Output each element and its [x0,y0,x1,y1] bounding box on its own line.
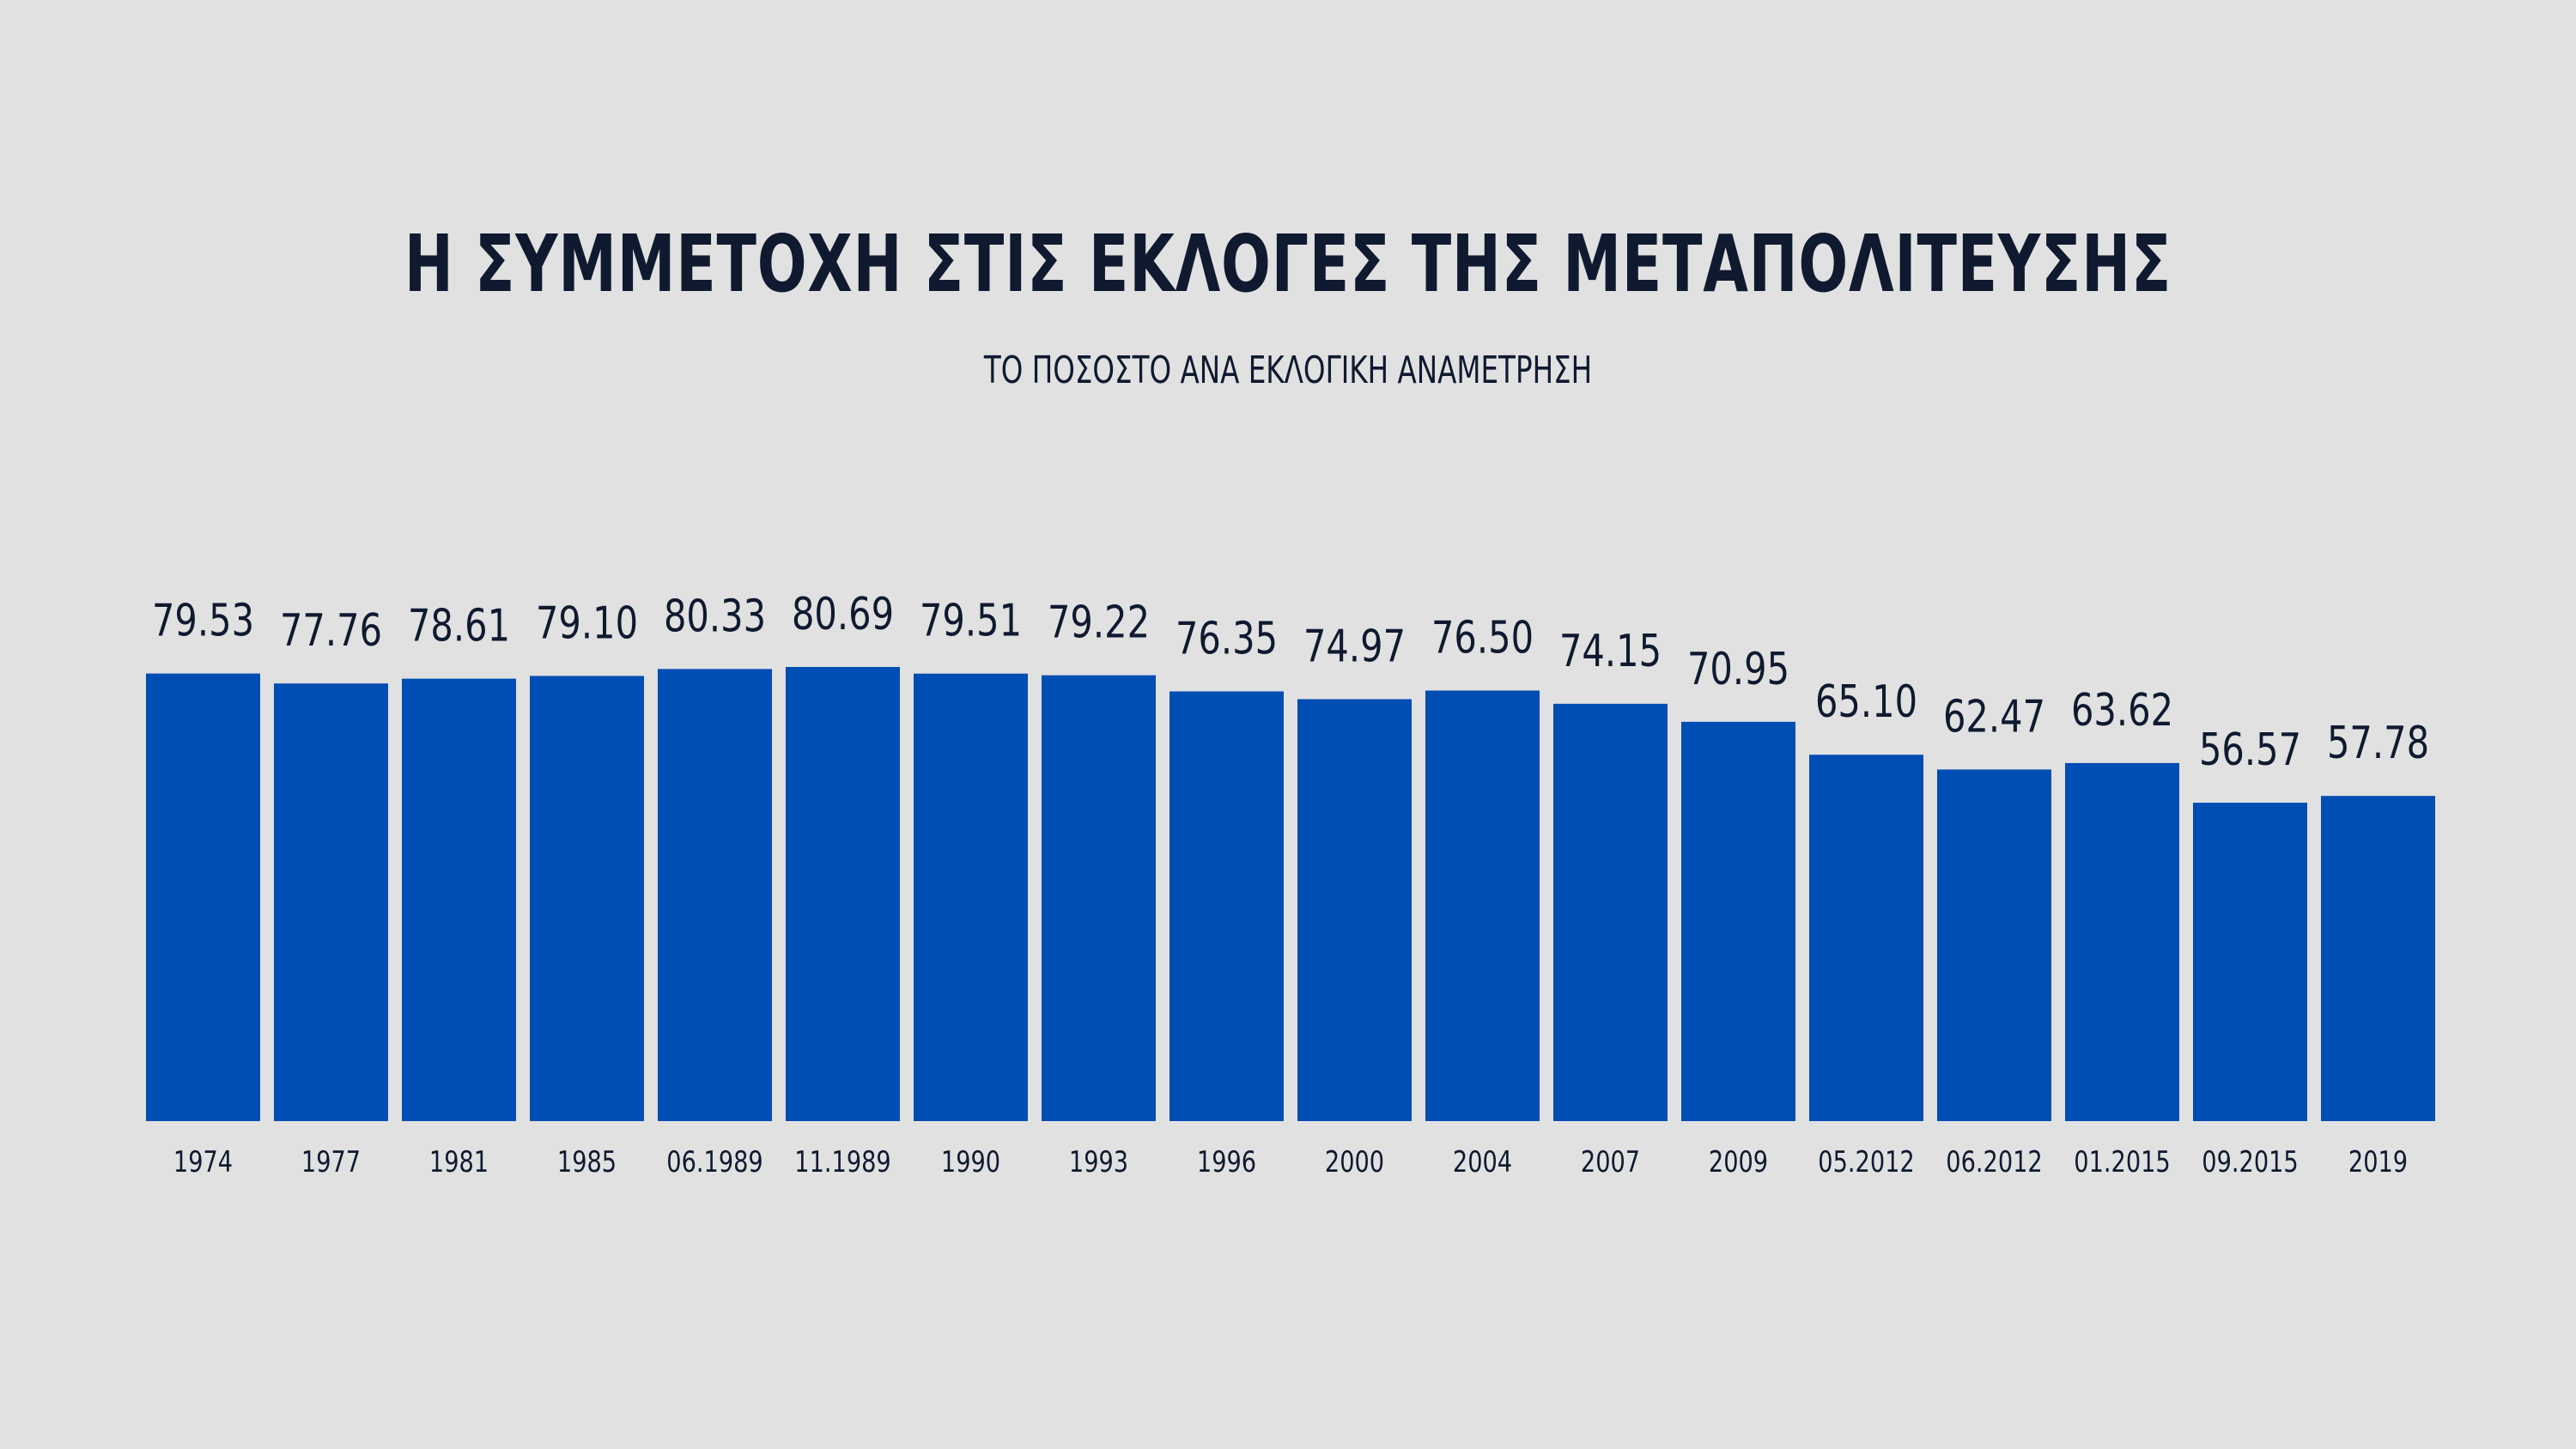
bar-2004 [1425,690,1540,1121]
value-label-1993: 79.22 [1048,597,1150,649]
value-label-11.1989: 80.69 [792,589,894,641]
tick-label-06.2012: 06.2012 [1946,1145,2042,1179]
tick-label-1990: 1990 [941,1145,1000,1179]
value-label-01.2015: 63.62 [2071,684,2173,737]
tick-label-1974: 1974 [173,1145,233,1179]
chart-subtitle: ΤΟ ΠΟΣΟΣΤΟ ΑΝΑ ΕΚΛΟΓΙΚΗ ΑΝΑΜΕΤΡΗΣΗ [983,349,1593,392]
value-label-1974: 79.53 [152,595,254,647]
bar-2019 [2321,796,2435,1121]
tick-label-1981: 1981 [429,1145,489,1179]
value-label-06.2012: 62.47 [1943,691,2045,743]
bars-group [146,667,2435,1121]
bar-05.2012 [1809,755,1923,1121]
value-label-2019: 57.78 [2327,718,2429,770]
value-label-1977: 77.76 [280,605,382,658]
bar-06.1989 [658,669,772,1121]
bar-1990 [914,673,1028,1121]
bar-2009 [1681,721,1795,1121]
value-label-09.2015: 56.57 [2199,724,2301,777]
value-label-1981: 78.61 [408,600,510,652]
value-labels-group: 79.53 77.76 78.61 79.10 80.33 80.69 79.51 79.22… [152,589,2429,777]
value-label-1996: 76.35 [1176,613,1278,665]
tick-label-09.2015: 09.2015 [2202,1145,2298,1179]
value-label-06.1989: 80.33 [664,591,766,643]
bar-06.2012 [1937,769,2051,1121]
value-label-1990: 79.51 [920,595,1022,647]
tick-label-1993: 1993 [1069,1145,1128,1179]
value-label-2007: 74.15 [1559,625,1662,677]
tick-label-06.1989: 06.1989 [666,1145,762,1179]
bar-1993 [1042,675,1156,1121]
tick-label-2009: 2009 [1709,1145,1768,1179]
tick-labels-group: 1974 1977 1981 1985 06.1989 11.1989 1990 1993 19… [173,1145,2408,1179]
tick-label-1977: 1977 [301,1145,361,1179]
bar-11.1989 [786,667,900,1121]
tick-label-1985: 1985 [557,1145,617,1179]
bar-1974 [146,673,260,1121]
bar-1996 [1170,691,1284,1121]
bar-1981 [402,678,516,1121]
bar-2000 [1297,699,1412,1121]
value-label-2000: 74.97 [1303,621,1406,673]
bar-1977 [274,683,388,1121]
chart-title: Η ΣΥΜΜΕΤΟΧΗ ΣΤΙΣ ΕΚΛΟΓΕΣ ΤΗΣ ΜΕΤΑΠΟΛΙΤΕΥ… [404,218,2172,310]
bar-09.2015 [2193,803,2307,1121]
tick-label-11.1989: 11.1989 [794,1145,890,1179]
value-label-05.2012: 65.10 [1815,676,1917,729]
bar-01.2015 [2065,762,2179,1121]
tick-label-01.2015: 01.2015 [2074,1145,2170,1179]
tick-label-1996: 1996 [1197,1145,1256,1179]
value-label-2009: 70.95 [1687,643,1789,695]
tick-label-2004: 2004 [1453,1145,1512,1179]
tick-label-2000: 2000 [1325,1145,1384,1179]
tick-label-2019: 2019 [2348,1145,2408,1179]
value-label-2004: 76.50 [1431,612,1534,664]
bar-1985 [530,676,644,1121]
tick-label-2007: 2007 [1581,1145,1640,1179]
value-label-1985: 79.10 [536,597,638,650]
bar-2007 [1553,703,1668,1121]
tick-label-05.2012: 05.2012 [1818,1145,1914,1179]
